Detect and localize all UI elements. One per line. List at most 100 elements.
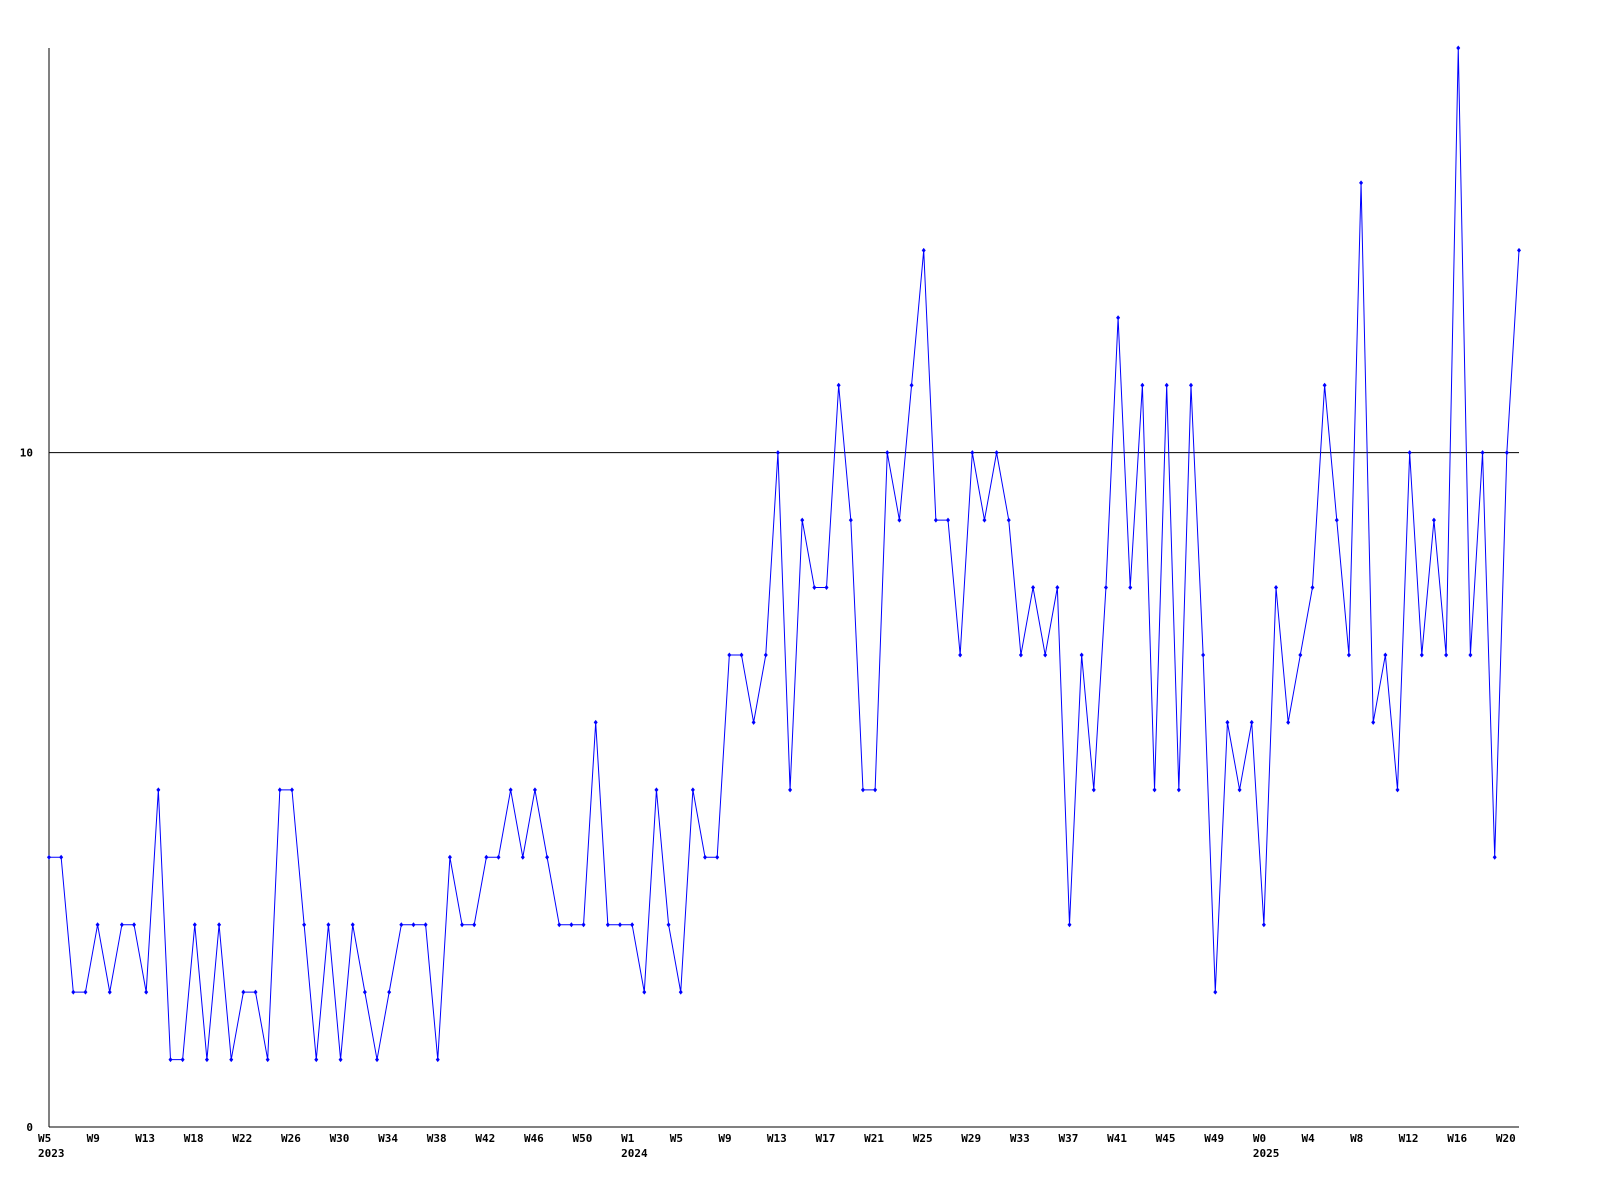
x-tick-label: W34 (378, 1132, 398, 1145)
point (1456, 45, 1461, 51)
point (180, 1057, 185, 1063)
point (1140, 382, 1145, 388)
x-tick-label: W9 (87, 1132, 100, 1145)
point (119, 922, 124, 928)
point (970, 450, 975, 456)
x-tick-label: W18 (184, 1132, 204, 1145)
point (617, 922, 622, 928)
point (95, 922, 100, 928)
x-tick-label: W5 (670, 1132, 683, 1145)
y-tick-label: 10 (20, 447, 33, 460)
point (1431, 517, 1436, 523)
point (958, 652, 963, 658)
point (435, 1057, 440, 1063)
point (338, 1057, 343, 1063)
x-tick-label: W30 (330, 1132, 350, 1145)
point (788, 787, 793, 793)
x-tick-label: W13 (767, 1132, 787, 1145)
point (775, 450, 780, 456)
point (411, 922, 416, 928)
line (49, 47, 1520, 1061)
point (569, 922, 574, 928)
point (1188, 382, 1193, 388)
year-label: 2024 (621, 1147, 648, 1160)
point (472, 922, 477, 928)
point (690, 787, 695, 793)
point (1225, 719, 1230, 725)
point (277, 787, 282, 793)
point (168, 1057, 173, 1063)
x-tick-label: W45 (1156, 1132, 1176, 1145)
year-label: 2023 (38, 1147, 65, 1160)
x-tick-label: W21 (864, 1132, 884, 1145)
point (1249, 719, 1254, 725)
point (1298, 652, 1303, 658)
point (715, 854, 720, 860)
point (860, 787, 865, 793)
point (1152, 787, 1157, 793)
point (678, 989, 683, 995)
point (217, 922, 222, 928)
point (848, 517, 853, 523)
point (1237, 787, 1242, 793)
point (982, 517, 987, 523)
point (994, 450, 999, 456)
point (241, 989, 246, 995)
point (1346, 652, 1351, 658)
point (192, 922, 197, 928)
point (265, 1057, 270, 1063)
point (1164, 382, 1169, 388)
x-tick-label: W33 (1010, 1132, 1030, 1145)
x-tick-label: W4 (1301, 1132, 1315, 1145)
point (314, 1057, 319, 1063)
point (1201, 652, 1206, 658)
point (1334, 517, 1339, 523)
point (1031, 585, 1036, 590)
x-tick-label: W13 (135, 1132, 155, 1145)
point (350, 922, 355, 928)
point (423, 922, 428, 928)
x-tick-label: W9 (718, 1132, 731, 1145)
x-tick-label: W12 (1399, 1132, 1419, 1145)
x-tick-label: W37 (1058, 1132, 1078, 1145)
point (1261, 922, 1266, 928)
point (532, 787, 537, 793)
point (399, 922, 404, 928)
point (1407, 450, 1412, 456)
point (375, 1057, 380, 1063)
point (302, 922, 307, 928)
point (946, 517, 951, 523)
point (1492, 854, 1497, 860)
point (484, 854, 489, 860)
point (1116, 315, 1121, 321)
point (71, 989, 76, 995)
point (520, 854, 525, 860)
point (557, 922, 562, 928)
point (593, 719, 598, 725)
point (1383, 652, 1388, 658)
point (885, 450, 890, 456)
x-tick-label: W46 (524, 1132, 544, 1145)
x-tick-label: W5 (38, 1132, 51, 1145)
point (739, 652, 744, 658)
point (1419, 652, 1424, 658)
point (751, 719, 756, 725)
point (362, 989, 367, 995)
point (144, 989, 149, 995)
point (156, 787, 161, 793)
point (873, 787, 878, 793)
x-tick-label: W29 (961, 1132, 981, 1145)
point (1286, 719, 1291, 725)
point (642, 989, 647, 995)
point (229, 1057, 234, 1063)
x-tick-label: W49 (1204, 1132, 1224, 1145)
point (1480, 450, 1485, 456)
point (897, 517, 902, 523)
x-tick-label: W16 (1447, 1132, 1467, 1145)
point (47, 854, 51, 860)
point (1213, 989, 1218, 995)
point (1079, 652, 1084, 658)
point (1371, 719, 1376, 725)
point (326, 922, 331, 928)
